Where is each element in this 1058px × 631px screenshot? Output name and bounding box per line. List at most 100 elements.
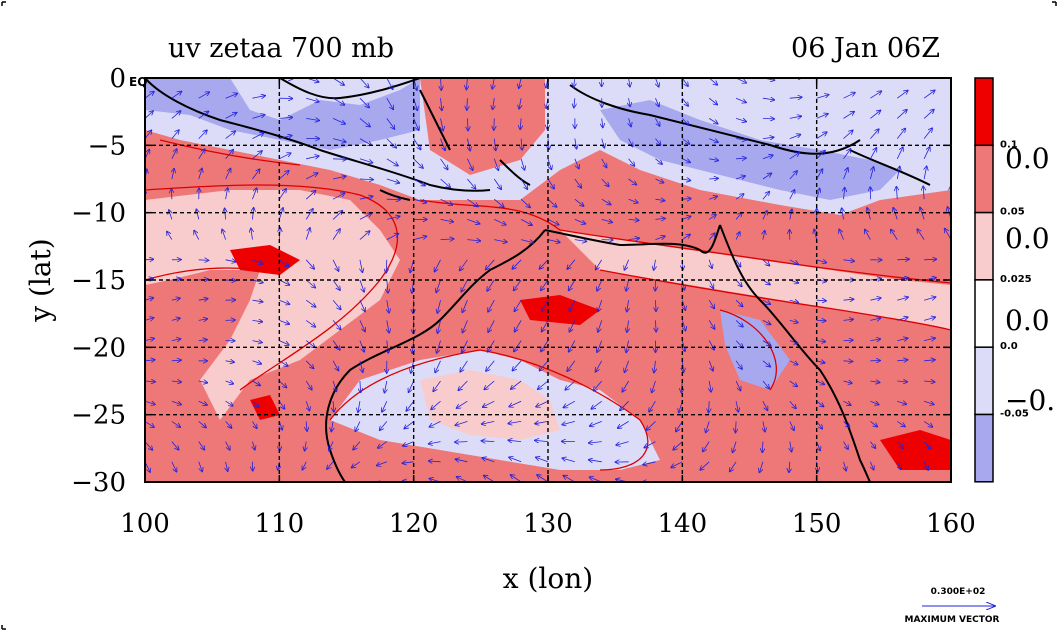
wind-vector	[252, 300, 262, 302]
wind-vector	[279, 299, 289, 304]
wind-vector	[789, 341, 798, 344]
wind-vector	[306, 173, 317, 180]
wind-vector	[917, 229, 925, 240]
wind-vector	[252, 133, 263, 139]
wind-vector	[359, 231, 370, 240]
wind-vector	[377, 461, 387, 466]
wind-vector	[655, 218, 664, 219]
wind-vector	[514, 279, 522, 290]
wind-vector	[923, 461, 928, 470]
wind-vector	[897, 421, 905, 426]
wind-vector	[762, 441, 763, 453]
wind-vector	[252, 169, 259, 180]
wind-vector	[461, 279, 468, 292]
wind-vector	[924, 381, 934, 382]
wind-vector	[413, 178, 425, 186]
wind-vector	[252, 481, 253, 482]
wind-vector	[762, 299, 770, 304]
wind-vector	[279, 117, 292, 118]
wind-vector	[924, 259, 936, 260]
wind-vector	[509, 400, 522, 406]
wind-vector	[387, 300, 389, 312]
wind-vector	[535, 421, 549, 423]
wind-vector	[951, 482, 953, 491]
wind-vector	[547, 178, 554, 189]
grid-lines	[145, 78, 951, 482]
wind-vector	[570, 320, 576, 331]
wind-vector	[736, 158, 746, 159]
wind-vector	[278, 481, 280, 482]
wind-vector	[171, 401, 181, 404]
wind-vector	[225, 150, 234, 160]
wind-vector	[920, 208, 925, 220]
wind-vector	[306, 421, 307, 430]
wind-vector	[436, 279, 441, 292]
wind-vector	[950, 360, 951, 361]
wind-vector	[167, 232, 173, 240]
wind-vector	[870, 148, 876, 159]
wind-vector	[482, 441, 495, 442]
wind-vector	[278, 208, 283, 220]
wind-vector	[816, 421, 822, 428]
wind-vector	[816, 114, 828, 119]
wind-vector	[467, 240, 480, 241]
wind-vector	[413, 236, 427, 240]
wind-vector	[169, 210, 172, 220]
wind-vector	[736, 232, 740, 240]
wind-vector	[353, 441, 361, 450]
wind-vector	[676, 421, 683, 431]
wind-vector	[950, 97, 951, 99]
wind-vector	[279, 340, 288, 345]
colorbar-level-label: 0.1	[1000, 139, 1018, 150]
wind-vector	[843, 361, 853, 362]
wind-vector	[306, 401, 309, 410]
wind-vector	[844, 188, 845, 200]
wind-vector	[625, 360, 629, 372]
wind-vector	[682, 199, 690, 200]
wind-vector	[762, 360, 770, 367]
wind-vector	[467, 98, 468, 110]
wind-vector	[413, 118, 419, 130]
wind-vector	[225, 131, 236, 139]
wind-vector	[870, 111, 880, 119]
wind-vector	[352, 461, 361, 468]
wind-vector	[897, 297, 908, 300]
wind-vector	[762, 320, 770, 324]
wind-vector	[333, 159, 346, 160]
wind-vector	[171, 318, 180, 320]
wind-vector	[897, 461, 901, 470]
wind-vector	[483, 400, 495, 407]
wind-vector	[870, 401, 878, 404]
wind-vector	[538, 380, 549, 389]
wind-vector	[331, 421, 333, 431]
wind-vector	[816, 169, 823, 180]
wind-vector	[628, 158, 635, 166]
wind-vector	[709, 138, 718, 143]
wind-vector	[629, 78, 630, 86]
wind-vector	[252, 400, 258, 407]
wind-vector	[843, 260, 854, 261]
wind-vector	[789, 300, 798, 302]
wind-vector	[923, 128, 932, 139]
wind-vector	[598, 300, 603, 311]
wind-vector	[596, 259, 603, 270]
wind-vector	[305, 191, 315, 200]
wind-vector	[844, 461, 847, 471]
wind-vector	[435, 259, 441, 272]
colorbar-bin	[974, 144, 994, 214]
wind-vector	[567, 259, 576, 269]
chart-subtitle: 06 Jan 06Z	[791, 33, 940, 64]
wind-vector	[735, 97, 746, 102]
wind-vector	[279, 400, 284, 409]
wind-vector	[762, 118, 774, 119]
wind-vector	[590, 421, 602, 426]
wind-vector	[386, 138, 396, 148]
wind-vector	[198, 340, 207, 341]
wind-vector	[378, 441, 388, 448]
wind-vector	[789, 400, 796, 408]
wind-vector	[358, 401, 360, 412]
wind-vector	[492, 78, 494, 89]
wind-vector	[486, 360, 495, 371]
wind-vector	[733, 441, 737, 453]
